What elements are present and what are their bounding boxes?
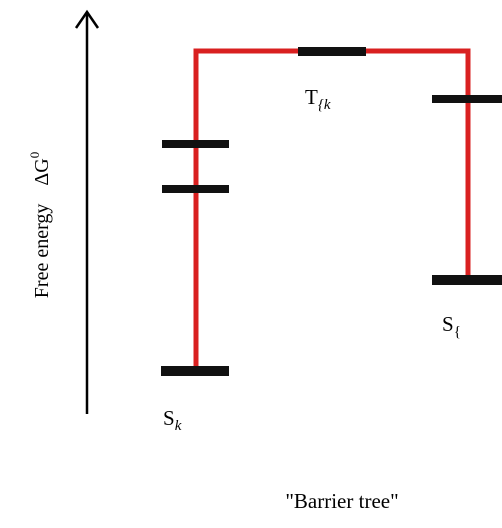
diagram-caption: "Barrier tree" [285, 489, 398, 513]
intermediate-level-bar-2 [162, 185, 229, 193]
barrier-tree-path [193, 48, 471, 371]
saddle-state-label: T{k [305, 85, 331, 113]
intermediate-level-bar-1 [162, 140, 229, 148]
right-minimum-bar [432, 275, 502, 285]
left-minimum-bar [161, 366, 229, 376]
right-minimum-label: S{ [442, 312, 461, 340]
axis-label: Free energyΔG0 [27, 152, 53, 298]
right-level-bar [432, 95, 502, 103]
saddle-level-bar [298, 47, 366, 56]
left-minimum-label: Sk [163, 406, 182, 434]
axis-arrowhead [74, 9, 100, 29]
